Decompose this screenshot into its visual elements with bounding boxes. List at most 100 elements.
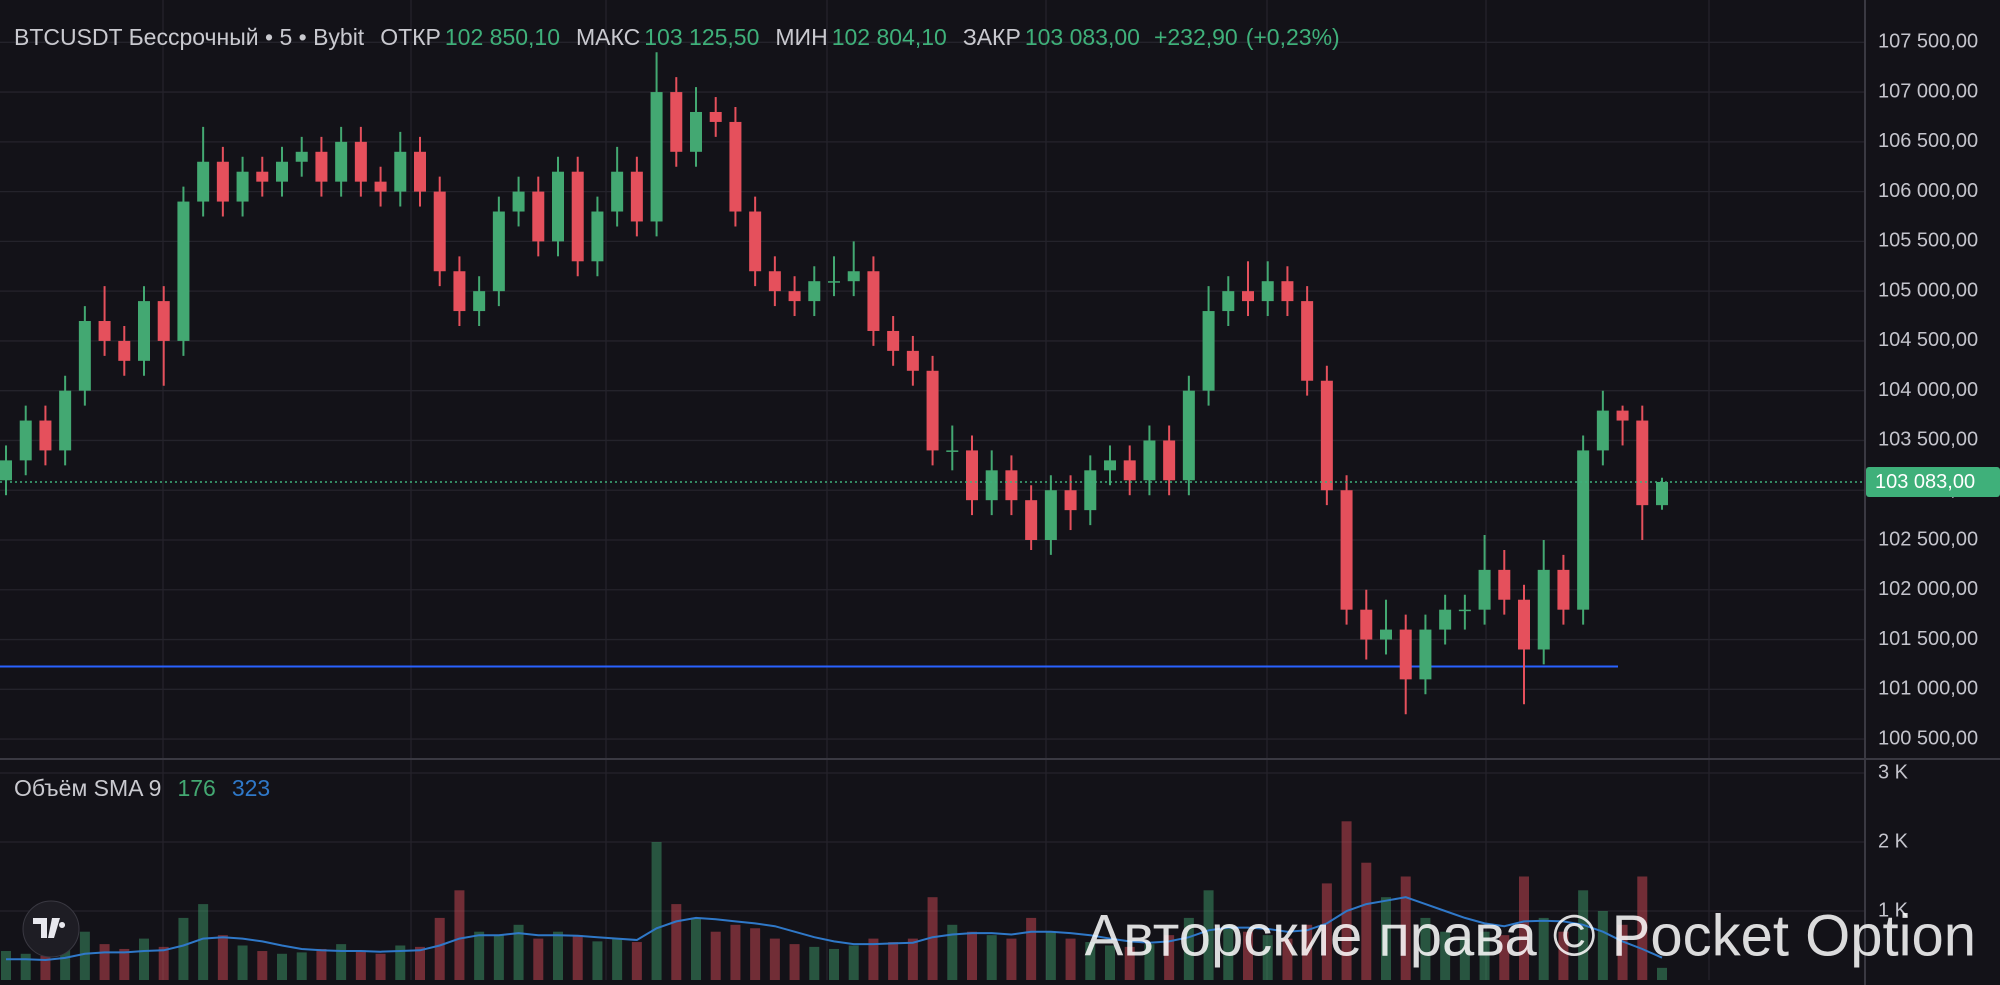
volume-bar bbox=[1657, 967, 1667, 980]
volume-bar bbox=[809, 946, 820, 980]
candle-body bbox=[1518, 599, 1530, 650]
volume-bar bbox=[592, 941, 603, 980]
candle-body bbox=[768, 271, 781, 292]
logo-mark bbox=[33, 918, 66, 938]
candle-body bbox=[1577, 450, 1590, 610]
volume-bar bbox=[1400, 876, 1411, 980]
candle-body bbox=[1064, 490, 1077, 511]
volume-bar bbox=[1262, 935, 1273, 980]
candle-body bbox=[650, 92, 663, 222]
volume-bar bbox=[1302, 924, 1313, 980]
candle-body bbox=[374, 181, 387, 192]
candle-body bbox=[1656, 481, 1668, 506]
candle-body bbox=[1596, 410, 1609, 451]
y-tick-label: 106 000,00 bbox=[1878, 180, 1978, 202]
volume-bar bbox=[454, 890, 465, 980]
volume-bar bbox=[257, 951, 268, 980]
candle-body bbox=[749, 211, 762, 272]
volume-bar bbox=[1006, 938, 1017, 980]
volume-title: Объём SMA 9 bbox=[14, 775, 161, 801]
candle-body bbox=[887, 330, 900, 351]
last-price-label: 103 083,00 bbox=[1875, 471, 1975, 493]
volume-bar bbox=[1538, 917, 1549, 980]
volume-bar bbox=[553, 931, 563, 980]
candle-body bbox=[315, 151, 328, 182]
candle-body bbox=[985, 470, 998, 501]
candle-body bbox=[729, 121, 742, 212]
volume-bar bbox=[296, 952, 307, 980]
volume-bar bbox=[789, 944, 800, 980]
candle-body bbox=[1044, 490, 1057, 540]
volume-bar bbox=[750, 928, 761, 980]
candle-body bbox=[236, 171, 249, 202]
y-tick-label: 107 500,00 bbox=[1878, 31, 1978, 53]
volume-bar bbox=[1519, 876, 1529, 980]
volume-bar bbox=[848, 945, 859, 980]
volume-bar bbox=[927, 897, 938, 980]
candle-body bbox=[1104, 460, 1116, 471]
header-legend: BTCUSDT Бессрочный • 5 • Bybit ОТКР 102 85… bbox=[14, 24, 1340, 50]
candle-body bbox=[433, 191, 446, 272]
candle-body bbox=[414, 151, 426, 192]
candle-body bbox=[394, 151, 407, 192]
volume-bar bbox=[1183, 917, 1194, 980]
candle-body bbox=[177, 201, 190, 341]
y-tick-label: 104 000,00 bbox=[1878, 379, 1978, 401]
candle-body bbox=[847, 271, 860, 282]
candle-body bbox=[39, 420, 52, 451]
candle-body bbox=[157, 301, 170, 341]
volume-bar bbox=[158, 946, 169, 980]
volume-bar bbox=[671, 904, 682, 980]
volume-bar bbox=[493, 935, 504, 980]
candle-body bbox=[808, 281, 821, 302]
volume-bar bbox=[395, 945, 406, 980]
volume-bar bbox=[1479, 931, 1490, 980]
y-tick-label: 101 000,00 bbox=[1878, 678, 1978, 700]
candle-body bbox=[1399, 629, 1412, 680]
volume-bar bbox=[1085, 942, 1096, 980]
candle-body bbox=[867, 271, 880, 331]
candle-body bbox=[709, 111, 722, 122]
change: +232,90 bbox=[1154, 24, 1238, 50]
candle-body bbox=[591, 211, 604, 262]
y-tick-label: 104 500,00 bbox=[1878, 329, 1978, 351]
volume-bar bbox=[533, 938, 544, 980]
volume-bar bbox=[612, 938, 623, 980]
volume-bar bbox=[198, 904, 209, 980]
candle-body bbox=[512, 191, 525, 212]
y-tick-label: 103 500,00 bbox=[1878, 429, 1978, 451]
candle-body bbox=[571, 171, 584, 262]
volume-bar bbox=[888, 942, 899, 980]
candle-body bbox=[926, 370, 939, 451]
candle-body bbox=[276, 161, 288, 182]
volume-bar bbox=[1341, 821, 1352, 980]
volume-bar bbox=[1105, 945, 1115, 980]
volume-bar bbox=[1065, 938, 1076, 980]
candle-body bbox=[690, 111, 702, 152]
volume-bar bbox=[237, 945, 248, 980]
candle-body bbox=[19, 420, 32, 461]
volume-bar bbox=[415, 946, 425, 980]
candle-body bbox=[906, 350, 919, 371]
volume-bar bbox=[1617, 924, 1628, 980]
candle-body bbox=[473, 291, 486, 312]
volume-bar bbox=[868, 938, 879, 980]
candle-body bbox=[1261, 281, 1274, 302]
volume-bar bbox=[572, 935, 583, 980]
candle-body bbox=[1301, 301, 1314, 381]
candle-body bbox=[1143, 440, 1156, 481]
volume-bar bbox=[907, 938, 918, 980]
legend-field-name: МИН bbox=[775, 24, 827, 50]
candle-body bbox=[1419, 629, 1432, 680]
legend-field-value: 102 850,10 bbox=[445, 24, 560, 50]
volume-bar bbox=[710, 931, 721, 980]
sma-last: 323 bbox=[232, 775, 270, 801]
volume-bar bbox=[119, 948, 130, 980]
volume-bar bbox=[1164, 935, 1175, 980]
volume-bar bbox=[277, 953, 287, 980]
candle-body bbox=[1557, 569, 1570, 610]
y-tick-label: 101 500,00 bbox=[1878, 628, 1978, 650]
candle-body bbox=[1340, 490, 1353, 610]
volume-bar bbox=[1440, 931, 1451, 980]
